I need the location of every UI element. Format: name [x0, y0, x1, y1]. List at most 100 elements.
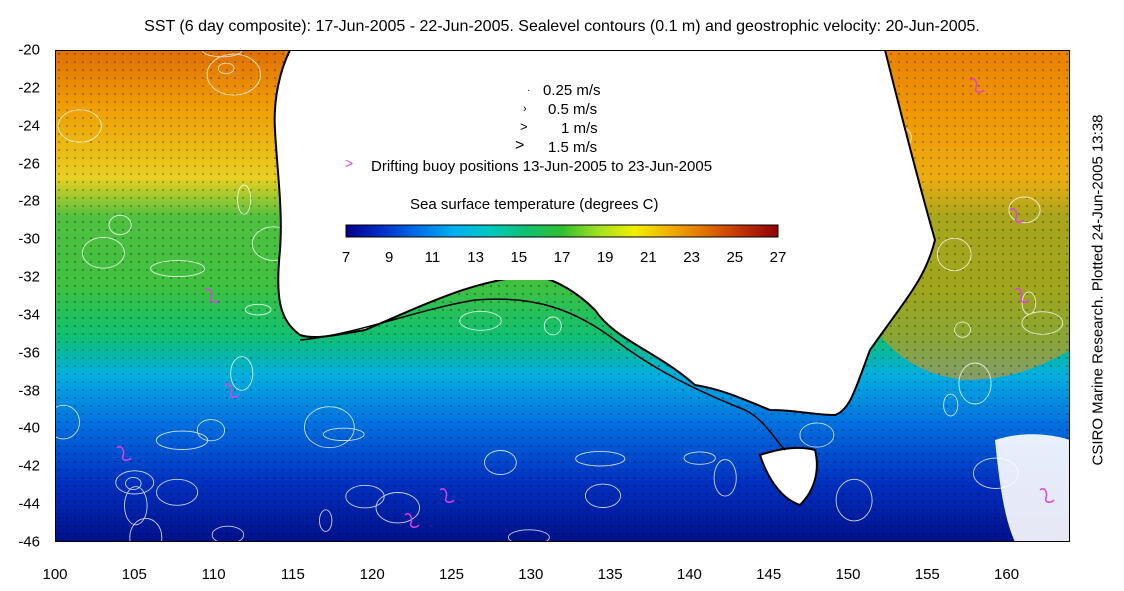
sealevel-contour [304, 406, 355, 449]
latitude-tick-label: -20 [18, 41, 40, 59]
sealevel-contour [150, 260, 206, 278]
longitude-tick-label: 135 [597, 566, 623, 583]
colorbar-tick-label: 13 [467, 249, 484, 266]
longitude-tick-label: 105 [121, 566, 147, 583]
buoy-track [224, 382, 240, 398]
sealevel-contour [217, 62, 235, 75]
longitude-tick-label: 110 [201, 566, 226, 583]
latitude-tick-label: -28 [18, 192, 40, 210]
sealevel-contour [375, 492, 421, 524]
sealevel-contour [244, 303, 272, 316]
colorbar-tick-label: 23 [683, 249, 700, 266]
buoy-symbol: > [345, 155, 353, 171]
sealevel-contour [1021, 291, 1037, 315]
colorbar-tick-label: 15 [510, 249, 528, 266]
latitude-tick-label: -26 [18, 155, 40, 173]
sealevel-contour [129, 517, 163, 542]
sealevel-contour [459, 310, 502, 331]
sealevel-contour [345, 484, 385, 509]
map-title: SST (6 day composite): 17-Jun-2005 - 22-… [144, 18, 980, 35]
longitude-tick-label: 145 [756, 566, 782, 583]
credit-label: CSIRO Marine Research. Plotted 24-Jun-20… [1089, 114, 1107, 466]
southeast-cloud-mask [995, 434, 1070, 542]
scale-arrow-1: > [520, 119, 528, 134]
sealevel-contour [575, 450, 626, 467]
colorbar-gradient [345, 224, 779, 238]
longitude-tick-label: 125 [438, 566, 464, 583]
drifting-buoy-tracks [116, 77, 1055, 528]
colorbar-tick-label: 17 [553, 249, 571, 266]
sealevel-contour [155, 430, 209, 450]
buoy-track [404, 512, 420, 528]
latitude-tick-label: -46 [18, 533, 40, 551]
sealevel-contour [954, 321, 971, 338]
latitude-tick-label: -40 [18, 419, 40, 437]
sealevel-contour [543, 316, 562, 336]
buoy-track [1039, 487, 1055, 503]
scale-label-1: 1 m/s [561, 120, 598, 137]
latitude-tick-label: -32 [18, 268, 40, 286]
latitude-tick-label: -42 [18, 457, 40, 475]
sealevel-contour [156, 478, 199, 506]
scale-label-05: 0.5 m/s [548, 101, 598, 118]
colorbar-title: Sea surface temperature (degrees C) [410, 196, 659, 213]
longitude-tick-label: 155 [914, 566, 940, 583]
tasmania [758, 446, 818, 507]
longitude-tick-label: 100 [42, 566, 68, 583]
sealevel-contour [57, 109, 102, 143]
scale-arrow-15: > [515, 137, 524, 154]
latitude-tick-label: -38 [18, 382, 40, 400]
sealevel-contour [237, 184, 252, 215]
sealevel-contour [683, 451, 716, 465]
scale-arrow-025: · [527, 85, 530, 96]
latitude-tick-label: -44 [18, 495, 40, 513]
scale-label-15: 1.5 m/s [548, 139, 598, 156]
buoy-track [439, 487, 455, 503]
sealevel-contour [230, 356, 254, 391]
buoy-track [1014, 287, 1030, 303]
sealevel-contour [196, 419, 226, 442]
colorbar-tick-label: 27 [769, 249, 787, 266]
colorbar-tick-label: 19 [596, 249, 614, 266]
buoy-track [204, 287, 220, 303]
buoy-track [1009, 207, 1025, 223]
colorbar-tick-label: 7 [341, 249, 351, 266]
sealevel-contours [55, 50, 1064, 542]
latitude-tick-label: -30 [18, 230, 40, 248]
sealevel-contour [1008, 196, 1041, 224]
longitude-tick-label: 115 [280, 566, 305, 583]
sealevel-contour [115, 470, 155, 495]
sealevel-contour [835, 478, 873, 522]
legend-box: · › > > > [345, 70, 815, 280]
sealevel-contour [81, 236, 125, 269]
sealevel-contour [55, 404, 80, 440]
latitude-tick-label: -22 [18, 79, 40, 97]
colorbar-tick-label: 21 [640, 249, 657, 266]
colorbar-tick-label: 11 [424, 249, 441, 266]
sealevel-contour [484, 450, 517, 475]
sealevel-contour [958, 362, 992, 405]
scale-label-025: 0.25 m/s [543, 82, 601, 99]
longitude-tick-label: 160 [994, 566, 1020, 583]
sealevel-contour [936, 237, 972, 272]
colorbar-tick-label: 25 [726, 249, 744, 266]
sealevel-contour [206, 53, 261, 96]
colorbar-tick-label: 9 [385, 249, 394, 266]
latitude-tick-label: -34 [18, 306, 40, 324]
legend-background [345, 70, 815, 280]
sealevel-contour [584, 483, 622, 508]
longitude-tick-label: 140 [676, 566, 702, 583]
latitude-tick-label: -36 [18, 344, 40, 362]
sealevel-contour [713, 459, 737, 497]
longitude-tick-label: 150 [835, 566, 861, 583]
sealevel-contour [319, 509, 333, 532]
sealevel-contour [507, 529, 550, 542]
sst-map: · › > > > [55, 50, 1070, 542]
colorbar [345, 224, 779, 238]
sealevel-contour [799, 422, 835, 448]
scale-arrow-05: › [523, 103, 527, 115]
sealevel-contour [124, 486, 148, 526]
sealevel-contour [125, 476, 142, 491]
sealevel-contour [943, 393, 959, 417]
longitude-tick-label: 130 [518, 566, 544, 583]
